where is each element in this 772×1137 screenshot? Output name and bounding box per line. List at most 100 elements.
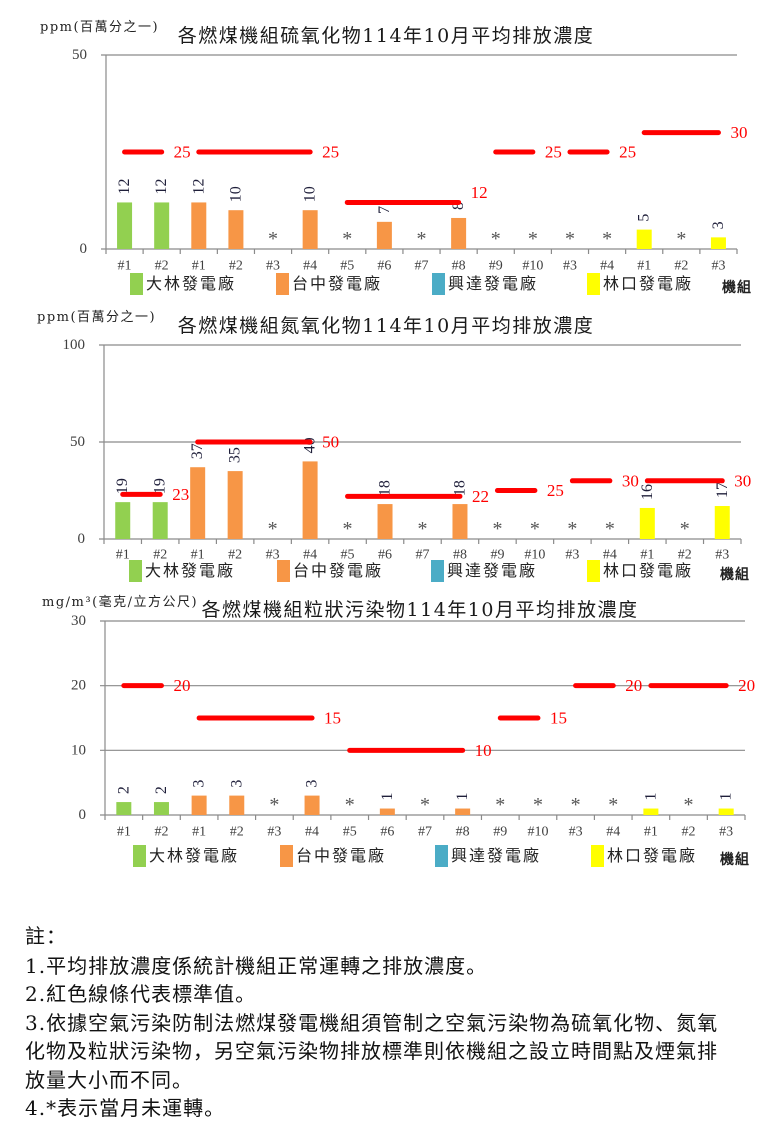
x-tick-label: #9 xyxy=(493,825,507,840)
legend-label: 台中發電廠 xyxy=(293,561,384,580)
value-label: 17 xyxy=(714,482,731,498)
standard-label: 30 xyxy=(734,471,751,490)
not-operating-marker: * xyxy=(533,794,543,816)
x-tick-label: #3 xyxy=(715,548,729,563)
bar xyxy=(455,808,471,815)
x-tick-label: #2 xyxy=(682,825,696,840)
x-tick-label: #3 xyxy=(565,548,579,563)
value-label: 1 xyxy=(642,793,659,801)
x-tick-label: #1 xyxy=(644,825,658,840)
value-label: 16 xyxy=(639,484,656,500)
value-label: 3 xyxy=(191,780,208,788)
y-tick-label: 0 xyxy=(78,531,86,547)
y-tick-label: 0 xyxy=(79,807,87,823)
bar xyxy=(191,202,207,249)
x-tick-label: #2 xyxy=(230,825,244,840)
standard-label: 20 xyxy=(625,676,642,695)
value-label: 35 xyxy=(227,447,244,463)
not-operating-marker: * xyxy=(269,794,279,816)
value-label: 7 xyxy=(376,206,393,214)
x-tick-label: #8 xyxy=(452,259,466,274)
not-operating-marker: * xyxy=(605,518,615,540)
bar xyxy=(190,467,206,539)
bar xyxy=(718,808,734,815)
x-tick-label: #1 xyxy=(192,259,206,274)
value-label: 2 xyxy=(153,786,170,794)
bar xyxy=(302,210,318,249)
x-tick-label: #10 xyxy=(524,548,545,563)
legend-swatch xyxy=(277,560,290,582)
legend-swatch xyxy=(276,273,289,295)
x-tick-label: #3 xyxy=(569,825,583,840)
legend-label: 大林發電廠 xyxy=(149,846,240,865)
standard-label: 23 xyxy=(172,485,189,504)
not-operating-marker: * xyxy=(602,228,612,250)
legend-label: 興達發電廠 xyxy=(447,561,538,580)
bar xyxy=(636,229,652,249)
legend-label: 大林發電廠 xyxy=(145,561,236,580)
x-tick-label: #10 xyxy=(527,825,548,840)
x-tick-label: #6 xyxy=(380,825,394,840)
standard-label: 12 xyxy=(471,183,488,202)
y-tick-label: 10 xyxy=(71,742,86,758)
x-tick-label: #4 xyxy=(603,548,617,563)
x-tick-label: #2 xyxy=(155,259,169,274)
legend-swatch xyxy=(129,560,142,582)
bar xyxy=(710,237,726,249)
x-tick-label: #1 xyxy=(116,548,130,563)
value-label: 5 xyxy=(636,214,653,222)
standard-label: 25 xyxy=(322,143,339,162)
x-axis-title: 機組 xyxy=(722,280,752,296)
standard-label: 30 xyxy=(730,123,747,142)
standard-label: 25 xyxy=(545,143,562,162)
not-operating-marker: * xyxy=(530,518,540,540)
x-tick-label: #1 xyxy=(640,548,654,563)
value-label: 10 xyxy=(227,186,244,202)
x-tick-label: #1 xyxy=(117,825,131,840)
standard-label: 20 xyxy=(738,676,755,695)
x-tick-label: #7 xyxy=(418,825,432,840)
not-operating-marker: * xyxy=(420,794,430,816)
not-operating-marker: * xyxy=(676,228,686,250)
x-tick-label: #3 xyxy=(266,259,280,274)
legend-swatch xyxy=(587,273,600,295)
x-tick-label: #2 xyxy=(154,825,168,840)
bar xyxy=(153,802,169,815)
standard-label: 25 xyxy=(619,143,636,162)
y-axis-unit-label: ppm(百萬分之一) xyxy=(40,20,160,35)
x-tick-label: #2 xyxy=(228,548,242,563)
bar xyxy=(154,202,170,249)
legend-label: 興達發電廠 xyxy=(451,846,542,865)
bar xyxy=(302,461,318,539)
value-label: 37 xyxy=(189,443,206,459)
not-operating-marker: * xyxy=(345,794,355,816)
not-operating-marker: * xyxy=(680,518,690,540)
not-operating-marker: * xyxy=(417,228,427,250)
note-line: 4.*表示當月未運轉。 xyxy=(25,1096,226,1120)
standard-label: 22 xyxy=(472,487,489,506)
y-axis-unit-label: mg/m³(毫克/立方公尺) xyxy=(42,595,199,610)
x-tick-label: #8 xyxy=(456,825,470,840)
value-label: 18 xyxy=(377,480,394,496)
value-label: 19 xyxy=(152,478,169,494)
chart-title: 各燃煤機組粒狀污染物114年10月平均排放濃度 xyxy=(201,599,639,621)
bar xyxy=(304,795,320,815)
bar xyxy=(116,802,132,815)
standard-label: 10 xyxy=(475,741,492,760)
x-tick-label: #1 xyxy=(191,548,205,563)
value-label: 12 xyxy=(116,178,133,194)
value-label: 1 xyxy=(718,793,735,801)
x-tick-label: #2 xyxy=(229,259,243,274)
bar xyxy=(643,808,659,815)
x-tick-label: #1 xyxy=(637,259,651,274)
bar xyxy=(228,210,244,249)
bar xyxy=(376,221,392,249)
not-operating-marker: * xyxy=(268,518,278,540)
not-operating-marker: * xyxy=(528,228,538,250)
bar xyxy=(117,202,133,249)
not-operating-marker: * xyxy=(571,794,581,816)
not-operating-marker: * xyxy=(342,228,352,250)
x-tick-label: #1 xyxy=(118,259,132,274)
x-tick-label: #2 xyxy=(678,548,692,563)
